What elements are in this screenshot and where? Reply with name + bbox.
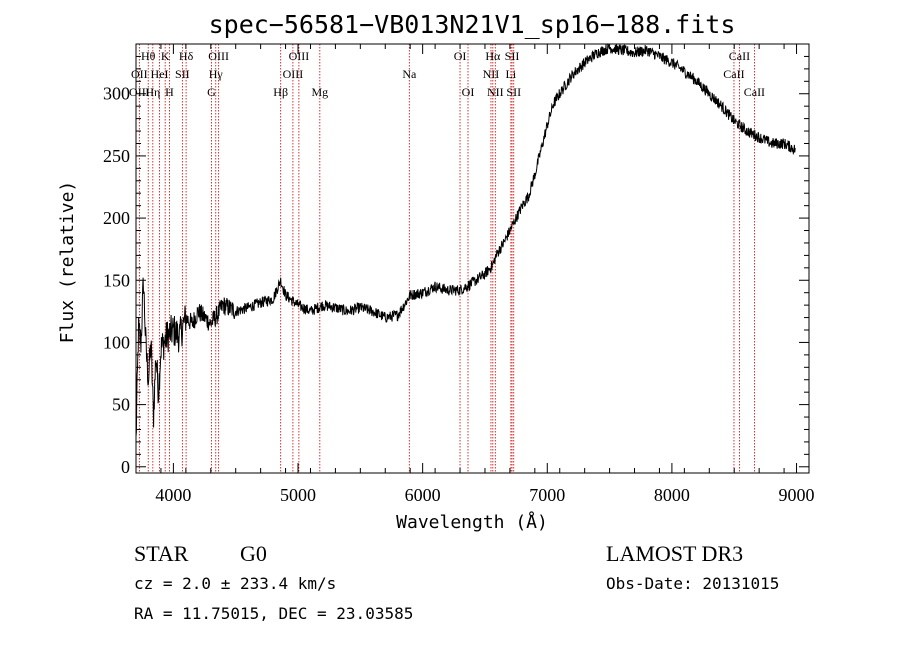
line-label-oii: OII bbox=[131, 67, 148, 81]
y-tick-label: 150 bbox=[103, 270, 130, 290]
line-label-li: Li bbox=[506, 67, 517, 81]
x-tick-label: 5000 bbox=[280, 485, 316, 505]
x-tick-label: 7000 bbox=[529, 485, 565, 505]
line-label-nii: NII bbox=[483, 67, 500, 81]
y-axis-label: Flux (relative) bbox=[57, 181, 78, 344]
line-label-hγ: Hγ bbox=[209, 67, 224, 81]
y-tick-label: 250 bbox=[103, 146, 130, 166]
emission-line-labels: Hθ K Hδ OIII OIII OI Hα SII CaII OII HeI SII Hγ OIII N… bbox=[129, 49, 765, 99]
flux-series bbox=[135, 43, 796, 437]
x-axis-label: Wavelength (Å) bbox=[396, 511, 548, 533]
axis-ticks: 4000 5000 6000 7000 8000 9000 0 50 100 150 200 250 3… bbox=[103, 44, 815, 505]
y-tick-label: 100 bbox=[103, 332, 130, 352]
x-tick-label: 9000 bbox=[779, 485, 815, 505]
line-label-hδ: Hδ bbox=[179, 49, 194, 63]
line-label-sii: SII bbox=[175, 67, 190, 81]
y-tick-label: 200 bbox=[103, 208, 130, 228]
line-label-oi: OI bbox=[454, 49, 467, 63]
object-subclass: G0 bbox=[240, 541, 267, 566]
y-tick-label: 0 bbox=[121, 457, 130, 477]
flux-line bbox=[135, 43, 796, 437]
chart-title: spec−56581−VB013N21V1_sp16−188.fits bbox=[209, 10, 736, 39]
plot-frame bbox=[135, 43, 810, 474]
line-label-caii: CaII bbox=[729, 49, 750, 63]
line-label-sii: SII bbox=[505, 49, 520, 63]
line-label-g: G bbox=[207, 85, 216, 99]
line-label-mg: Mg bbox=[311, 85, 328, 99]
survey-name: LAMOST DR3 bbox=[606, 541, 743, 566]
redshift-text: cz = 2.0 ± 233.4 km/s bbox=[134, 574, 336, 593]
x-tick-label: 4000 bbox=[155, 485, 191, 505]
line-label-sii: SII bbox=[506, 85, 521, 99]
line-label-na: Na bbox=[402, 67, 417, 81]
coordinates-text: RA = 11.75015, DEC = 23.03585 bbox=[134, 604, 413, 623]
obs-date-text: Obs-Date: 20131015 bbox=[606, 574, 779, 593]
line-label-hei: HeI bbox=[151, 67, 169, 81]
line-label-h: H bbox=[165, 85, 174, 99]
emission-line-markers bbox=[138, 44, 755, 473]
line-label-oiii: OIII bbox=[208, 49, 229, 63]
y-tick-label: 50 bbox=[112, 395, 130, 415]
line-label-oiii: OIII bbox=[129, 85, 150, 99]
x-tick-label: 6000 bbox=[405, 485, 441, 505]
line-label-hη: Hη bbox=[145, 85, 160, 99]
line-label-oiii: OIII bbox=[289, 49, 310, 63]
line-label-oiii: OIII bbox=[283, 67, 304, 81]
line-label-oi: OI bbox=[462, 85, 475, 99]
line-label-hθ: Hθ bbox=[141, 49, 156, 63]
line-label-hα: Hα bbox=[485, 49, 501, 63]
y-tick-label: 300 bbox=[103, 84, 130, 104]
line-label-nii: NII bbox=[487, 85, 504, 99]
line-label-hβ: Hβ bbox=[273, 85, 288, 99]
object-class: STAR bbox=[134, 541, 189, 566]
x-tick-label: 8000 bbox=[654, 485, 690, 505]
line-label-k: K bbox=[161, 49, 170, 63]
line-label-caii: CaII bbox=[744, 85, 765, 99]
line-label-caii: CaII bbox=[723, 67, 744, 81]
